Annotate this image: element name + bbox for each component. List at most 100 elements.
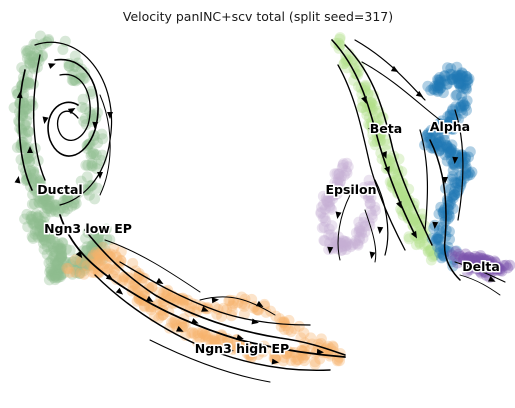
cell-point (432, 136, 444, 148)
cell-point (483, 258, 495, 270)
cell-point (491, 261, 503, 273)
streamline (199, 296, 276, 316)
cell-point (241, 348, 253, 359)
cell-point (334, 39, 346, 51)
cell-point (197, 327, 208, 339)
cell-point (459, 100, 471, 112)
streamline-arrowhead (255, 300, 264, 307)
cell-point (400, 195, 412, 206)
cell-point (429, 80, 441, 92)
cell-point (70, 260, 81, 272)
cell-point (434, 72, 446, 83)
cell-point (80, 260, 92, 272)
cell-point (92, 137, 104, 149)
cell-point (451, 89, 463, 101)
cell-point (28, 175, 40, 187)
cell-point (33, 226, 45, 238)
cell-point (47, 233, 58, 245)
cell-point (28, 38, 40, 50)
cell-point (85, 242, 97, 254)
cell-point (461, 253, 473, 265)
cell-point (467, 255, 478, 267)
cell-point (108, 267, 120, 278)
cell-point (38, 38, 49, 50)
streamline-arrowhead (361, 96, 367, 104)
cell-point (47, 266, 59, 278)
cell-point (20, 119, 31, 131)
cell-point (48, 245, 60, 257)
cell-point (61, 262, 73, 274)
cell-point (447, 120, 459, 132)
cluster-label-alpha: Alpha (430, 119, 470, 134)
cell-point (77, 257, 89, 269)
cell-point (470, 255, 482, 267)
cell-point (56, 237, 68, 249)
cell-point (489, 261, 501, 273)
cell-point (178, 319, 190, 331)
cell-point (390, 168, 402, 180)
streamline-arrowhead (442, 177, 448, 184)
cell-point (387, 160, 399, 172)
cell-point (327, 340, 339, 352)
cell-point (443, 121, 455, 133)
cell-point (24, 57, 36, 69)
cell-point (8, 102, 20, 114)
cell-point (67, 256, 79, 268)
cell-point (326, 220, 338, 232)
cell-point (233, 342, 245, 354)
cell-point (31, 174, 43, 186)
cell-point (433, 233, 445, 245)
cell-point (169, 318, 181, 330)
cell-point (60, 243, 72, 255)
cell-point (454, 251, 466, 262)
cell-point (129, 278, 141, 290)
cell-point (364, 187, 376, 199)
streamline-arrowhead (369, 251, 376, 259)
cell-point (22, 125, 34, 137)
cell-point (322, 197, 334, 209)
cell-point (435, 122, 447, 134)
cell-point (331, 168, 343, 180)
cell-point (431, 232, 443, 244)
cell-point (456, 104, 467, 116)
cell-point (379, 134, 391, 146)
cell-point (416, 229, 428, 241)
cell-point (26, 198, 38, 210)
cell-point (337, 235, 349, 247)
cell-point (316, 201, 328, 213)
cell-point (41, 241, 53, 253)
cell-point (68, 263, 80, 275)
streamline-arrowhead (410, 230, 417, 239)
cell-point (226, 300, 238, 312)
cell-point (172, 295, 184, 306)
cell-point (469, 250, 481, 262)
cell-point (44, 263, 56, 274)
cell-point (458, 254, 470, 266)
cell-point (89, 193, 101, 205)
cell-point (337, 240, 349, 252)
cell-point (319, 203, 331, 215)
cell-point (27, 232, 39, 244)
cell-point (453, 77, 465, 89)
cell-point (51, 257, 63, 269)
cell-point (71, 262, 83, 274)
cell-point (32, 210, 44, 222)
cell-point (430, 235, 442, 247)
cell-point (363, 180, 375, 192)
cell-point (232, 297, 244, 309)
cell-point (439, 210, 450, 222)
cell-point (75, 256, 87, 267)
cell-point (443, 246, 455, 258)
cell-point (457, 96, 469, 108)
cell-point (363, 174, 375, 186)
streamline-arrowhead (42, 116, 49, 124)
streamline-arrowhead (335, 211, 342, 219)
cell-point (328, 232, 340, 244)
cell-point (40, 236, 52, 248)
cell-point (20, 100, 32, 112)
cell-point (317, 190, 329, 202)
cell-point (50, 264, 62, 276)
cell-point (458, 172, 470, 184)
cell-point (42, 226, 54, 237)
cell-point (66, 68, 78, 80)
